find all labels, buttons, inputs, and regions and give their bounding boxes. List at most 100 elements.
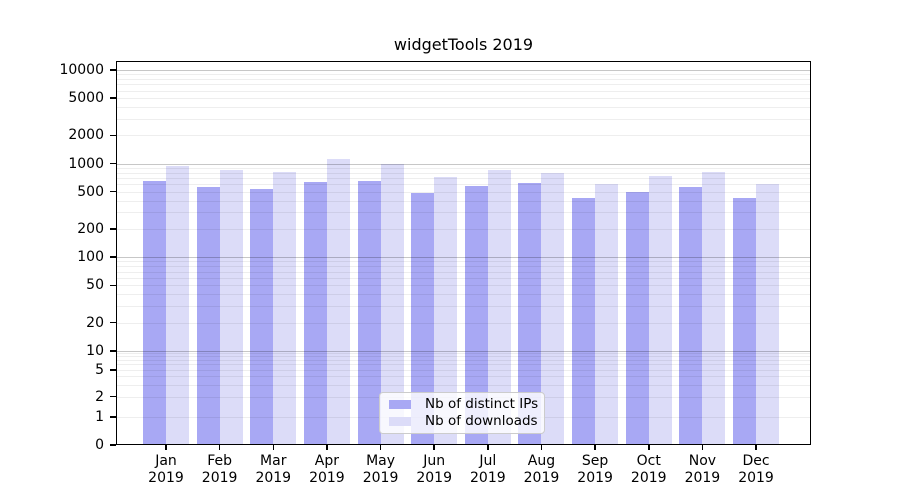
bar-distinct-ips-jun — [411, 193, 435, 445]
x-tick-month: Feb — [207, 453, 233, 469]
x-tick-year: 2019 — [684, 470, 721, 486]
legend-label-downloads: Nb of downloads — [425, 413, 538, 429]
gridline-70 — [116, 271, 811, 273]
x-tick-label-aug: Aug 2019 — [509, 453, 573, 487]
bar-downloads-feb — [219, 170, 243, 445]
x-tick-year: 2019 — [255, 470, 292, 486]
bar-downloads-mar — [273, 171, 297, 445]
x-tick-month: Aug — [527, 453, 556, 469]
gridline-60 — [116, 277, 811, 279]
gridline-6000 — [116, 90, 811, 92]
x-tick-mark-mar — [272, 445, 275, 450]
bar-downloads-dec — [756, 183, 780, 445]
y-tick-mark-5 — [110, 369, 116, 371]
gridline-80 — [116, 266, 811, 268]
gridline-700 — [116, 178, 811, 179]
gridline-4000 — [116, 107, 811, 109]
y-tick-label-10000: 10000 — [59, 61, 104, 78]
y-tick-label-2000: 2000 — [68, 127, 104, 144]
y-tick-label-5: 5 — [95, 361, 104, 378]
x-tick-mark-nov — [701, 445, 704, 450]
bar-distinct-ips-jan — [143, 181, 166, 445]
bar-downloads-aug — [541, 172, 565, 445]
bar-downloads-nov — [702, 171, 726, 445]
x-tick-label-jan: Jan 2019 — [134, 453, 198, 487]
bar-downloads-apr — [326, 158, 350, 445]
gridline-1000 — [116, 163, 811, 165]
y-tick-mark-2000 — [110, 134, 116, 137]
gridline-3 — [116, 384, 811, 386]
y-tick-mark-2 — [110, 395, 116, 398]
legend: Nb of distinct IPs Nb of downloads — [379, 392, 545, 434]
gridline-500 — [116, 191, 811, 193]
x-tick-mark-jun — [433, 445, 435, 450]
y-tick-label-1000: 1000 — [68, 155, 104, 172]
gridline-600 — [116, 184, 811, 186]
bar-distinct-ips-dec — [733, 197, 757, 445]
bar-distinct-ips-aug — [518, 183, 542, 445]
x-tick-label-feb: Feb 2019 — [188, 453, 252, 487]
bar-downloads-jul — [487, 169, 511, 445]
gridline-900 — [116, 167, 811, 169]
gridline-8000 — [116, 78, 811, 80]
chart-title: widgetTools 2019 — [393, 35, 534, 54]
y-tick-label-5000: 5000 — [68, 90, 104, 106]
gridline-200 — [116, 228, 811, 230]
y-tick-label-1: 1 — [95, 409, 104, 425]
x-tick-month: Mar — [260, 453, 287, 469]
bar-downloads-may — [380, 163, 404, 445]
x-tick-label-jul: Jul 2019 — [456, 453, 520, 487]
x-tick-year: 2019 — [470, 470, 506, 486]
gridline-50 — [116, 285, 811, 287]
x-tick-year: 2019 — [416, 470, 452, 486]
legend-swatch-distinct-ips — [389, 400, 411, 409]
y-tick-mark-1000 — [110, 162, 116, 165]
gridline-5000 — [116, 98, 811, 99]
x-tick-mark-may — [379, 445, 382, 450]
gridline-10000 — [116, 69, 811, 71]
x-tick-mark-sep — [594, 445, 596, 450]
y-tick-mark-50 — [110, 284, 116, 287]
y-tick-mark-0 — [110, 444, 116, 446]
y-tick-label-20: 20 — [86, 314, 104, 331]
y-tick-label-10: 10 — [86, 342, 104, 359]
x-tick-month: Jan — [155, 453, 177, 469]
legend-item-distinct-ips: Nb of distinct IPs — [380, 397, 544, 412]
y-tick-mark-5000 — [110, 97, 116, 99]
gridline-5 — [116, 369, 811, 371]
bar-downloads-sep — [595, 183, 619, 445]
x-tick-year: 2019 — [201, 470, 238, 486]
x-tick-label-oct: Oct 2019 — [617, 453, 681, 487]
bar-downloads-oct — [648, 176, 672, 445]
bar-distinct-ips-sep — [572, 197, 596, 445]
x-tick-month: Dec — [742, 453, 770, 469]
x-tick-month: May — [366, 453, 396, 469]
legend-swatch-downloads — [389, 417, 411, 426]
gridline-90 — [116, 261, 811, 263]
x-tick-label-mar: Mar 2019 — [241, 453, 305, 487]
y-tick-mark-1 — [110, 416, 116, 418]
x-tick-year: 2019 — [309, 470, 345, 486]
gridline-40 — [116, 294, 811, 296]
y-tick-mark-20 — [110, 321, 116, 324]
bar-distinct-ips-may — [357, 181, 381, 445]
gridline-6 — [116, 364, 811, 366]
gridline-30 — [116, 306, 811, 308]
bar-distinct-ips-feb — [196, 187, 220, 445]
gridline-2000 — [116, 135, 811, 137]
x-tick-mark-jan — [165, 445, 167, 450]
y-tick-mark-10 — [110, 350, 116, 352]
bar-downloads-jun — [434, 176, 458, 445]
x-tick-mark-aug — [540, 445, 543, 450]
gridline-7000 — [116, 84, 811, 86]
x-tick-label-nov: Nov 2019 — [670, 453, 734, 487]
gridline-7 — [116, 359, 811, 361]
x-tick-month: Nov — [688, 453, 717, 469]
bar-distinct-ips-apr — [303, 181, 327, 445]
x-tick-mark-apr — [326, 445, 328, 450]
x-tick-month: Oct — [636, 453, 661, 469]
y-tick-label-2: 2 — [95, 388, 104, 405]
bar-distinct-ips-oct — [625, 192, 649, 445]
gridline-3000 — [116, 118, 811, 120]
bar-distinct-ips-mar — [250, 188, 274, 445]
